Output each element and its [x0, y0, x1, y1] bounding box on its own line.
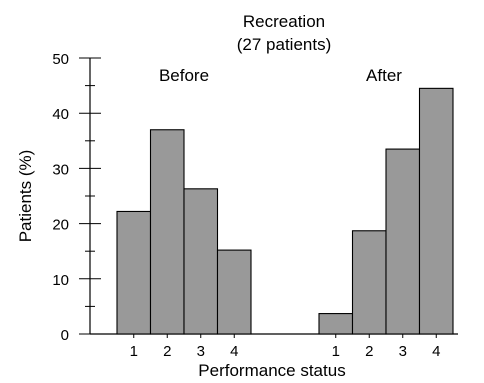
y-tick-label-10: 10 — [52, 272, 69, 289]
x-tick-label-before-1: 1 — [130, 343, 138, 360]
y-tick-label-40: 40 — [52, 106, 69, 123]
bar-after-4 — [418, 87, 454, 335]
x-tick-label-after-4: 4 — [432, 343, 440, 360]
x-tick-label-before-2: 2 — [163, 343, 171, 360]
y-axis-label: Patients (%) — [16, 150, 35, 243]
x-axis-label: Performance status — [198, 361, 345, 380]
chart-subtitle: (27 patients) — [237, 35, 332, 54]
bar-after-2 — [351, 230, 387, 335]
y-tick-label-50: 50 — [52, 51, 69, 68]
x-tick-label-after-2: 2 — [365, 343, 373, 360]
x-tick-label-after-3: 3 — [399, 343, 407, 360]
y-tick-label-20: 20 — [52, 217, 69, 234]
bar-before-2 — [149, 129, 185, 335]
group-label-before: Before — [159, 66, 209, 85]
x-tick-label-before-3: 3 — [197, 343, 205, 360]
bar-after-1 — [318, 313, 354, 335]
group-label-after: After — [366, 66, 402, 85]
bar-before-4 — [216, 249, 252, 335]
bar-after-3 — [385, 148, 421, 335]
x-tick-label-after-1: 1 — [332, 343, 340, 360]
y-tick-label-0: 0 — [61, 327, 69, 344]
chart-title: Recreation — [243, 12, 325, 31]
bar-before-1 — [116, 210, 152, 335]
y-tick-label-30: 30 — [52, 161, 69, 178]
x-tick-label-before-4: 4 — [230, 343, 238, 360]
bar-before-3 — [183, 188, 219, 335]
